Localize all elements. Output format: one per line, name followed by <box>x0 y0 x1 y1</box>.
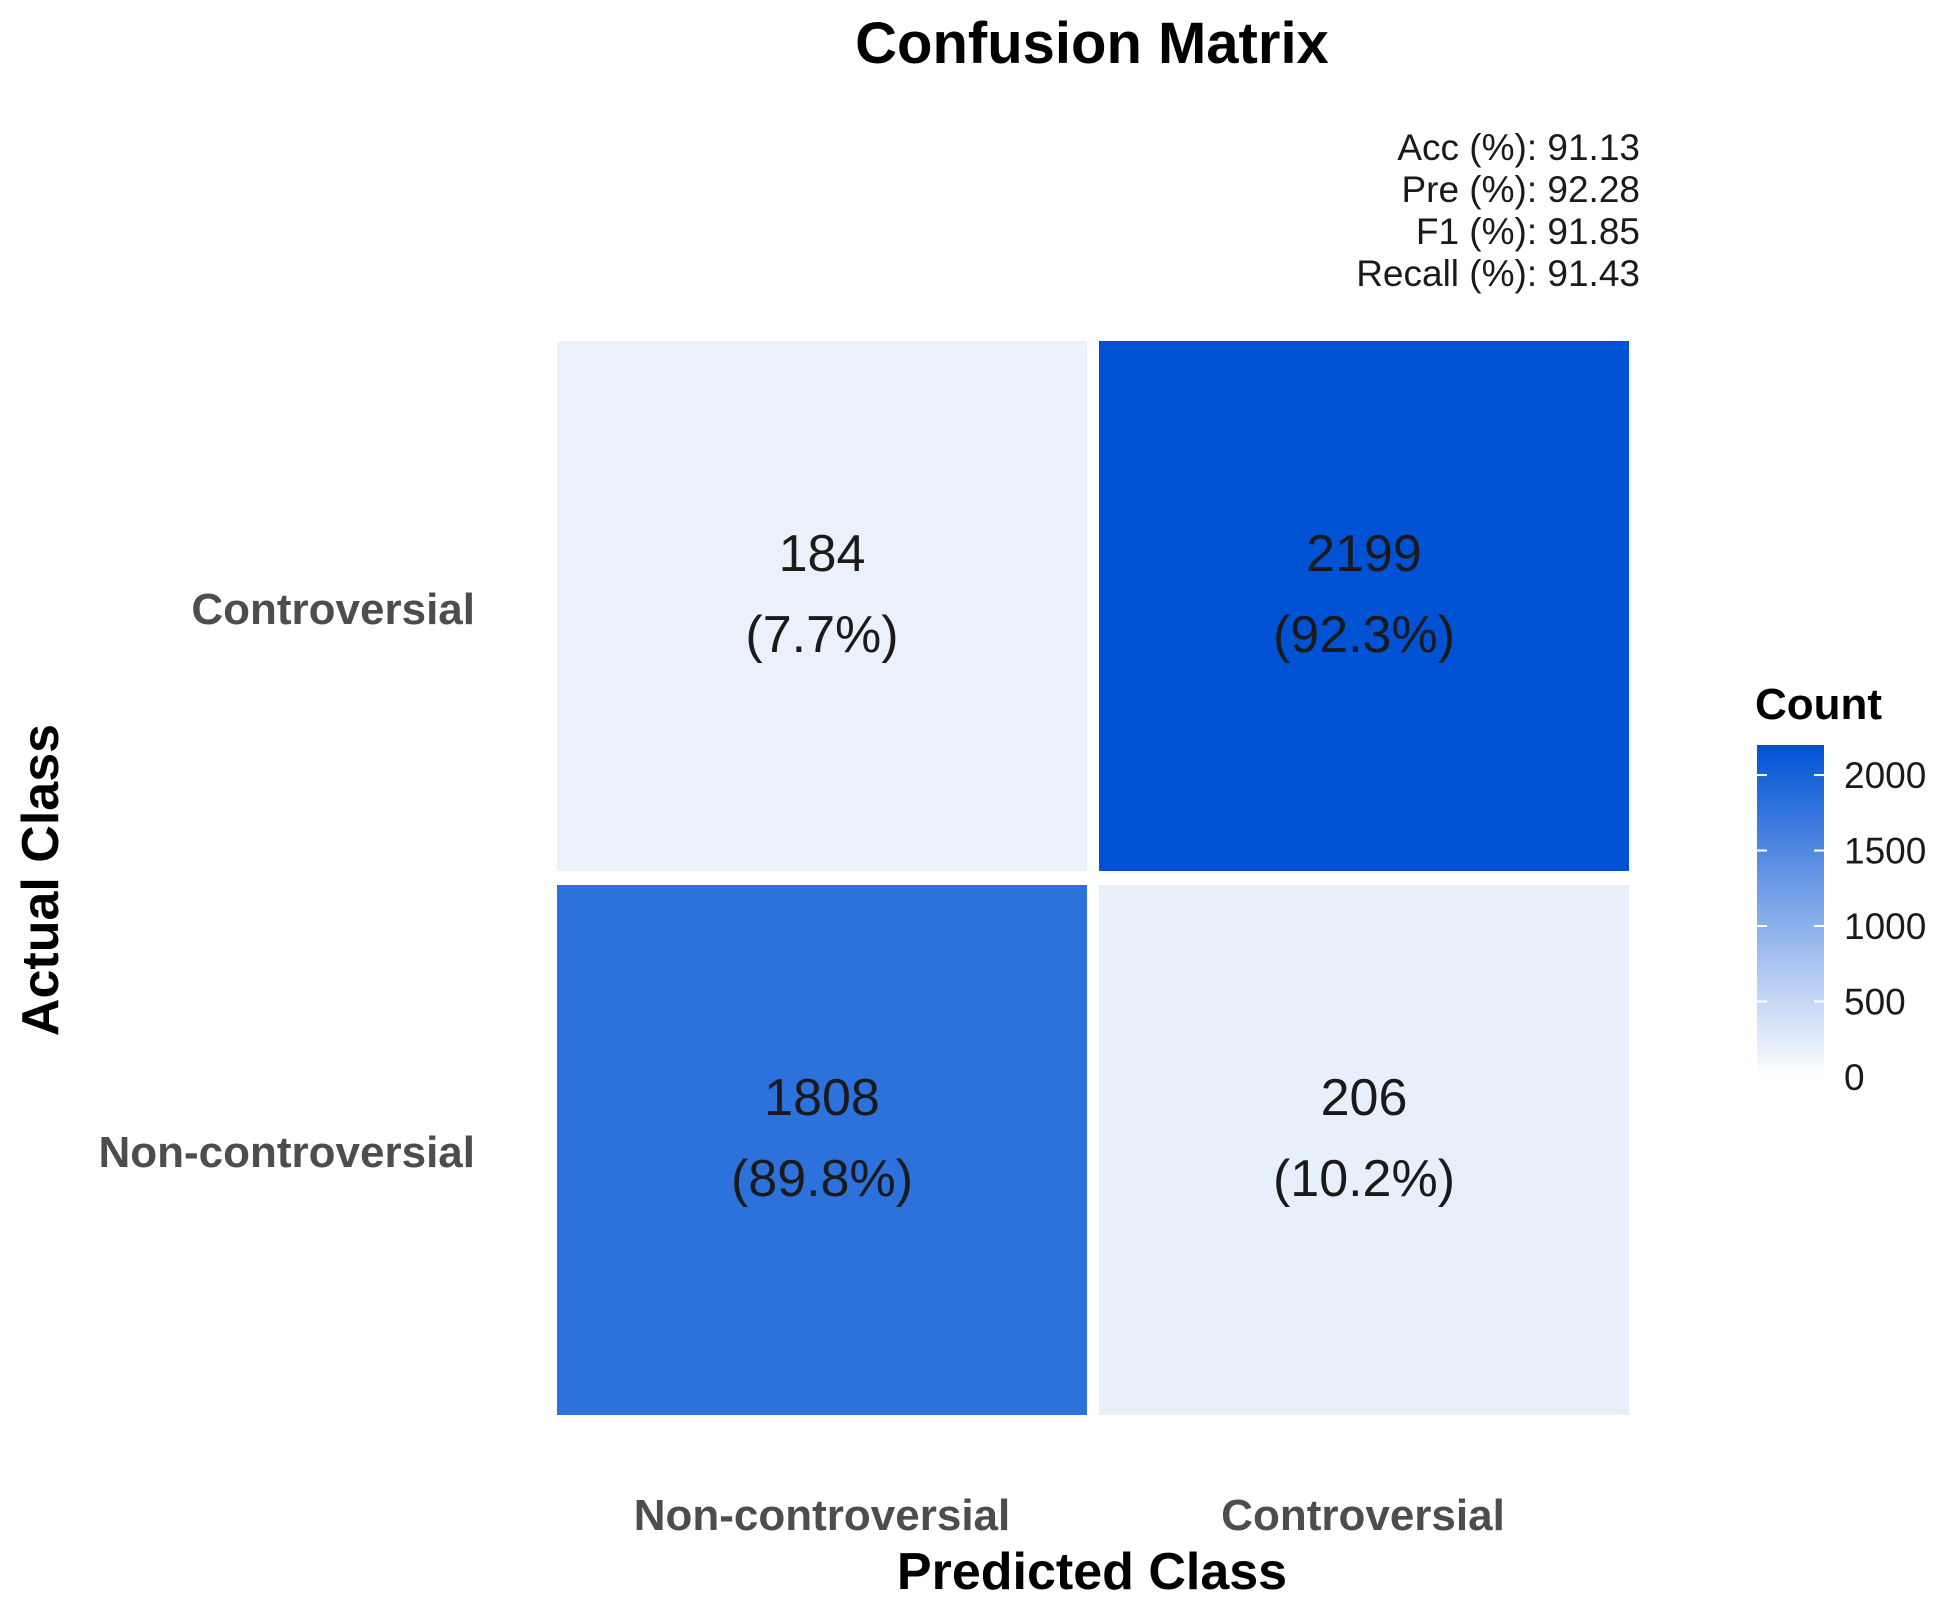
heatmap-cell <box>557 885 1087 1415</box>
cell-count-label: 2199 <box>1306 525 1422 583</box>
cell-percent-label: (7.7%) <box>745 606 898 664</box>
metric-f1: F1 (%): 91.85 <box>1416 211 1640 252</box>
heatmap-cells: 184 (7.7%) 2199 (92.3%) 1808 (89.8%) 206 (10.2%… <box>557 341 1629 1415</box>
metrics-block: Acc (%): 91.13 Pre (%): 92.28 F1 (%): 91… <box>1356 127 1640 294</box>
cell-percent-label: (89.8%) <box>731 1150 913 1208</box>
heatmap-cell <box>1099 885 1629 1415</box>
legend-title: Count <box>1755 680 1882 729</box>
heatmap-cell <box>557 341 1087 871</box>
y-tick-label: Controversial <box>191 585 475 634</box>
legend-tick-label: 2000 <box>1844 755 1926 796</box>
cell-percent-label: (92.3%) <box>1273 606 1455 664</box>
y-axis-title: Actual Class <box>12 724 70 1036</box>
cell-count-label: 206 <box>1321 1069 1408 1127</box>
metric-accuracy: Acc (%): 91.13 <box>1397 127 1640 168</box>
legend-tick-label: 0 <box>1844 1057 1865 1098</box>
color-legend: Count 2000 1500 1000 500 0 <box>1755 680 1926 1098</box>
y-tick-label: Non-controversial <box>98 1128 475 1177</box>
metric-recall: Recall (%): 91.43 <box>1356 253 1640 294</box>
legend-colorbar <box>1757 745 1824 1077</box>
chart-title: Confusion Matrix <box>855 11 1329 76</box>
x-axis-ticks: Non-controversial Controversial <box>634 1491 1505 1540</box>
heatmap-cell <box>1099 341 1629 871</box>
y-axis-ticks: Controversial Non-controversial <box>98 585 475 1177</box>
cell-count-label: 1808 <box>764 1069 880 1127</box>
legend-tick-label: 500 <box>1844 982 1906 1023</box>
legend-tick-label: 1000 <box>1844 906 1926 947</box>
x-tick-label: Non-controversial <box>634 1491 1011 1540</box>
cell-count-label: 184 <box>779 525 866 583</box>
x-axis-title: Predicted Class <box>897 1543 1287 1601</box>
cell-percent-label: (10.2%) <box>1273 1150 1455 1208</box>
legend-tick-label: 1500 <box>1844 831 1926 872</box>
x-tick-label: Controversial <box>1221 1491 1505 1540</box>
metric-precision: Pre (%): 92.28 <box>1401 169 1640 210</box>
